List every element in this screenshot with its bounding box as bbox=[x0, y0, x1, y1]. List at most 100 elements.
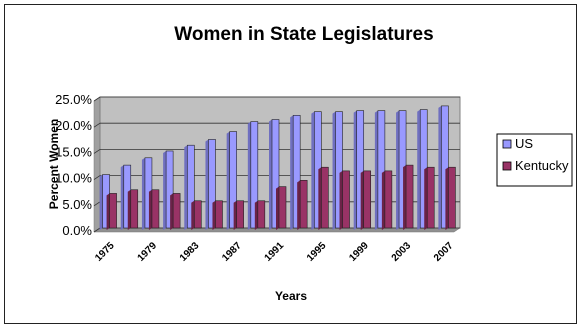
gridline bbox=[93, 175, 101, 180]
bar bbox=[271, 119, 280, 229]
bar bbox=[384, 170, 393, 229]
bar-side bbox=[424, 167, 428, 230]
bar-side bbox=[332, 111, 336, 230]
bar-side bbox=[297, 180, 301, 230]
x-tick-label: 1975 bbox=[93, 240, 117, 264]
bar-us-1993 bbox=[290, 115, 301, 230]
y-tick-label: 25.0% bbox=[55, 92, 92, 107]
bar-kentucky-2001 bbox=[381, 170, 393, 230]
bar-side bbox=[311, 111, 315, 230]
bar-us-1983 bbox=[184, 144, 195, 230]
bar-side bbox=[120, 165, 124, 230]
y-tick-label: 20.0% bbox=[55, 118, 92, 133]
bar-side bbox=[163, 150, 167, 230]
bar bbox=[186, 144, 195, 229]
y-tick-label: 15.0% bbox=[55, 144, 92, 159]
bar-kentucky-1989 bbox=[254, 200, 266, 230]
bar-side bbox=[170, 193, 174, 230]
bar bbox=[193, 200, 202, 229]
gridline bbox=[93, 227, 101, 233]
y-tick-label: 10.0% bbox=[55, 171, 92, 186]
bar bbox=[250, 121, 259, 229]
bar-kentucky-1983 bbox=[191, 200, 202, 230]
plot-side-wall bbox=[93, 96, 101, 233]
bar-kentucky-1997 bbox=[339, 170, 350, 230]
bar-side bbox=[226, 131, 230, 230]
bar-side bbox=[106, 193, 110, 230]
bar-kentucky-1977 bbox=[127, 189, 139, 230]
gridline bbox=[93, 201, 101, 207]
bar bbox=[321, 166, 329, 229]
bar-kentucky-1981 bbox=[170, 193, 181, 230]
legend-label-kentucky: Kentucky bbox=[515, 158, 569, 173]
bar bbox=[130, 189, 139, 229]
bar-side bbox=[445, 167, 449, 230]
bar bbox=[342, 170, 350, 229]
bar bbox=[109, 193, 117, 229]
bar-us-1987 bbox=[226, 131, 237, 230]
bar-side bbox=[269, 119, 272, 230]
x-axis-label: Years bbox=[275, 289, 307, 303]
bar bbox=[377, 110, 386, 229]
bar-side bbox=[99, 174, 103, 230]
bar-side bbox=[276, 186, 279, 230]
bar-kentucky-1999 bbox=[360, 170, 372, 230]
x-tick-label: 2007 bbox=[432, 240, 456, 264]
bar-us-1977 bbox=[120, 164, 132, 230]
bar-side bbox=[233, 200, 237, 230]
bar bbox=[426, 166, 435, 229]
bar-side bbox=[396, 110, 400, 230]
bar bbox=[215, 200, 223, 229]
bar bbox=[278, 186, 287, 229]
legend: US Kentucky bbox=[496, 133, 573, 187]
gridline bbox=[93, 122, 101, 128]
bar-side bbox=[127, 189, 131, 230]
bar-side bbox=[438, 105, 442, 230]
x-axis-ticks: 1975 1979 1983 1987 1991 1995 1999 2003 2007 bbox=[93, 240, 456, 264]
x-tick-label: 1979 bbox=[136, 240, 160, 264]
bar-side bbox=[403, 165, 407, 230]
bar-us-1985 bbox=[205, 139, 216, 230]
chart-title: Women in State Legislatures bbox=[174, 24, 433, 45]
bar-side bbox=[360, 170, 364, 230]
legend-swatch-us bbox=[502, 139, 512, 149]
bar-kentucky-1979 bbox=[148, 189, 160, 230]
gridline bbox=[93, 149, 101, 154]
bar bbox=[172, 193, 181, 229]
bar-kentucky-2003 bbox=[403, 164, 414, 230]
bar-side bbox=[247, 121, 251, 230]
x-tick-label: 1999 bbox=[347, 240, 371, 264]
bar-side bbox=[318, 167, 322, 230]
bar-kentucky-1995 bbox=[318, 166, 329, 230]
bar-kentucky-1991 bbox=[276, 186, 287, 230]
bar-side bbox=[212, 200, 216, 230]
y-axis-ticks: 0.0% 5.0% 10.0% 15.0% 20.0% 25.0% bbox=[55, 92, 92, 238]
bar-us-1989 bbox=[247, 121, 259, 230]
bar-side bbox=[353, 110, 357, 230]
bar-us-1997 bbox=[332, 111, 343, 230]
bar bbox=[292, 115, 301, 229]
bar bbox=[257, 200, 266, 229]
bar-us-1991 bbox=[269, 119, 280, 230]
bar-kentucky-1975 bbox=[106, 193, 117, 230]
bar-us-2001 bbox=[374, 110, 386, 230]
bar-us-1999 bbox=[353, 110, 365, 230]
x-tick-label: 1987 bbox=[220, 240, 244, 264]
bars bbox=[99, 105, 456, 230]
bar bbox=[299, 180, 308, 229]
bar bbox=[229, 131, 237, 229]
bar-side bbox=[381, 170, 385, 230]
x-tick-label: 1991 bbox=[263, 240, 287, 264]
bar bbox=[448, 166, 456, 229]
bar-side bbox=[141, 157, 145, 230]
bar bbox=[405, 164, 414, 229]
bar-kentucky-1985 bbox=[212, 200, 223, 230]
bar bbox=[151, 189, 160, 229]
y-tick-label: 0.0% bbox=[62, 223, 92, 238]
legend-swatch-kentucky bbox=[502, 161, 512, 171]
bar-kentucky-2007 bbox=[445, 166, 456, 230]
bar-kentucky-1993 bbox=[297, 180, 308, 230]
bar bbox=[165, 150, 174, 229]
bar-kentucky-1987 bbox=[233, 200, 244, 230]
